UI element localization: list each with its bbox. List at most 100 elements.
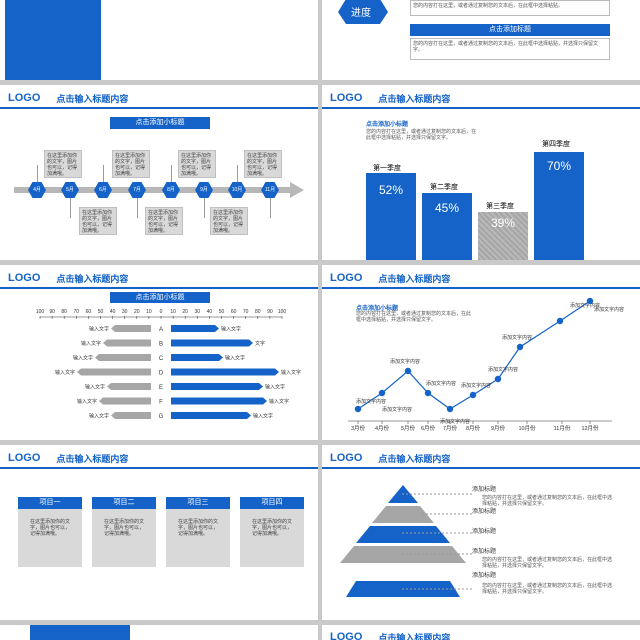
point-label: 添加文字内容 bbox=[390, 358, 420, 365]
pyramid-label-1: 添加标题 bbox=[472, 487, 497, 493]
project-desc: 在这里添加你的文字，图片也可以，记得加满哦。 bbox=[178, 519, 219, 537]
logo: LOGO bbox=[8, 452, 41, 464]
line-desc: 您的内容打在这里，或者通过复制您的文本后，在此框中选择粘贴，并选择只保留文字。 bbox=[356, 311, 472, 323]
page-title: 点击输入标题内容 bbox=[56, 453, 129, 464]
project-title: 项目一 bbox=[18, 497, 82, 509]
blue-strip bbox=[30, 625, 130, 640]
project-title: 项目四 bbox=[240, 497, 304, 509]
bar-right bbox=[171, 412, 251, 419]
left-label: 输入文字 bbox=[73, 355, 93, 362]
bar-left bbox=[95, 354, 151, 361]
x-tick-label: 5月份 bbox=[401, 424, 416, 432]
axis-tick-label: 60 bbox=[86, 309, 92, 315]
data-point bbox=[354, 405, 362, 413]
row-label: C bbox=[159, 356, 164, 362]
page-title: 点击输入标题内容 bbox=[56, 273, 129, 284]
q2-bar bbox=[422, 193, 472, 260]
q1-value: 52% bbox=[378, 183, 404, 197]
left-label: 输入文字 bbox=[85, 384, 105, 391]
axis-tick-label: 60 bbox=[231, 309, 237, 315]
header-line bbox=[0, 467, 318, 469]
header-line bbox=[0, 107, 318, 109]
axis-tick-label: 90 bbox=[49, 309, 55, 315]
bar-left bbox=[99, 397, 151, 405]
pyramid-desc-5: 您的内容打在这里，或者通过复制您的文本后，在此框中选择粘贴，并选择只保留文字。 bbox=[482, 583, 613, 595]
point-label: 添加文字内容 bbox=[594, 306, 624, 313]
project-card-3: 项目三 在这里添加你的文字，图片也可以，记得加满哦。 bbox=[166, 497, 230, 567]
q2-label: 第二季度 bbox=[430, 184, 458, 191]
x-tick-label: 12月份 bbox=[581, 424, 599, 432]
progress-hexagon bbox=[338, 0, 388, 24]
axis-tick-label: 20 bbox=[134, 309, 140, 315]
x-tick-label: 10月份 bbox=[518, 424, 536, 432]
bar-left bbox=[107, 383, 151, 390]
point-label: 添加文字内容 bbox=[488, 366, 518, 373]
data-point bbox=[494, 375, 502, 383]
axis-tick-label: 50 bbox=[98, 309, 104, 315]
q3-label: 第三季度 bbox=[486, 203, 514, 210]
page-title: 点击输入标题内容 bbox=[378, 632, 451, 640]
data-point bbox=[446, 405, 454, 413]
timeline-node-5: 8月 bbox=[162, 182, 180, 198]
x-tick-label: 3月份 bbox=[351, 424, 366, 432]
right-label: 文字 bbox=[255, 340, 265, 347]
project-title: 项目二 bbox=[92, 497, 156, 509]
logo: LOGO bbox=[8, 92, 41, 104]
note-5: 在这里添加你的文字，图片也可以，记得加满哦。 bbox=[79, 207, 117, 235]
q4-value: 70% bbox=[546, 159, 572, 173]
slide-bottom-left bbox=[0, 625, 318, 640]
left-label: 输入文字 bbox=[55, 369, 75, 376]
blue-panel bbox=[5, 0, 101, 80]
x-tick-label: 8月份 bbox=[466, 424, 481, 432]
axis-tick-label: 90 bbox=[267, 309, 273, 315]
project-desc: 在这里添加你的文字，图片也可以，记得加满哦。 bbox=[104, 519, 145, 537]
pyramid-leaders bbox=[402, 493, 472, 590]
q3-value: 39% bbox=[490, 216, 516, 230]
timeline-node-4: 7月 bbox=[128, 182, 146, 198]
row-label: D bbox=[159, 371, 164, 377]
axis-tick-label: 0 bbox=[160, 309, 163, 315]
x-tick-label: 7月份 bbox=[443, 424, 458, 432]
axis-tick-label: 40 bbox=[110, 309, 116, 315]
data-point bbox=[424, 389, 432, 397]
bar-right bbox=[171, 383, 263, 390]
project-card-1: 项目一 在这里添加你的文字，图片也可以，记得加满哦。 bbox=[18, 497, 82, 567]
note-2: 在这里添加你的文字，图片也可以，记得加满哦。 bbox=[112, 150, 150, 178]
text-box-2: 您的内容打在这里，或者通过复制您的文本后，在此框中选择粘贴，并选择只保留文字。 bbox=[410, 38, 610, 60]
bar-left bbox=[111, 325, 151, 332]
right-label: 输入文字 bbox=[281, 369, 301, 376]
right-label: 输入文字 bbox=[269, 398, 289, 405]
bar-left bbox=[77, 368, 151, 376]
x-tick-label: 9月份 bbox=[491, 424, 506, 432]
axis-tick-label: 50 bbox=[219, 309, 225, 315]
timeline-node-8: 11月 bbox=[261, 182, 279, 198]
timeline-node-6: 9月 bbox=[195, 182, 213, 198]
left-label: 输入文字 bbox=[89, 326, 109, 333]
axis-tick-label: 70 bbox=[74, 309, 80, 315]
axis-tick-label: 80 bbox=[255, 309, 261, 315]
axis-tick-label: 100 bbox=[278, 309, 287, 315]
header-line bbox=[322, 467, 640, 469]
logo: LOGO bbox=[330, 92, 363, 104]
q1-label: 第一季度 bbox=[373, 165, 401, 172]
series-line bbox=[357, 300, 591, 410]
axis-tick-label: 40 bbox=[207, 309, 213, 315]
bar-right bbox=[171, 397, 267, 405]
add-title-bar: 点击添加标题 bbox=[410, 24, 610, 36]
header-line bbox=[0, 287, 318, 289]
header-line bbox=[322, 107, 640, 109]
hex-label: 进度 bbox=[351, 8, 371, 19]
data-point bbox=[469, 391, 477, 399]
quarters-desc: 您的内容打在这里，或者通过复制您的文本后，在此框中选择粘贴，并选择只保留文字。 bbox=[366, 129, 477, 141]
header-line bbox=[322, 287, 640, 289]
note-3: 在这里添加你的文字，图片也可以，记得加满哦。 bbox=[178, 150, 216, 178]
bar-right bbox=[171, 325, 219, 332]
left-label: 输入文字 bbox=[89, 413, 109, 420]
right-label: 输入文字 bbox=[221, 326, 241, 333]
timeline-connector bbox=[171, 165, 172, 182]
axis-tick-label: 30 bbox=[195, 309, 201, 315]
row-label: A bbox=[159, 327, 163, 333]
axis-tick-label: 10 bbox=[146, 309, 152, 315]
project-desc: 在这里添加你的文字，图片也可以，记得加满哦。 bbox=[252, 519, 293, 537]
page-title: 点击输入标题内容 bbox=[56, 93, 129, 104]
